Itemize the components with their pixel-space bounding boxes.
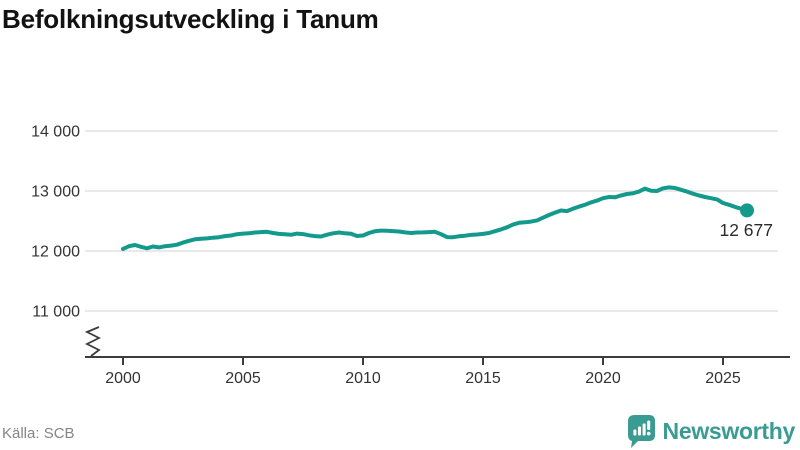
x-tick-label-2005: 2005 [225,370,261,387]
newsworthy-bars-icon [627,415,655,448]
population-series-line [121,185,749,251]
x-tick-label-2015: 2015 [465,370,501,387]
y-tick-label-11000: 11 000 [32,304,80,321]
y-tick-label-13000: 13 000 [31,184,80,201]
x-tick-label-2020: 2020 [585,370,621,387]
source-note: Källa: SCB [2,425,75,442]
x-tick-label-2025: 2025 [705,370,741,387]
y-axis-break-icon [84,326,102,357]
series-end-dot [740,203,754,218]
y-tick-label-14000: 14 000 [31,124,80,141]
page-title: Befolkningsutveckling i Tanum [2,4,379,34]
x-tick-label-2010: 2010 [345,370,381,387]
brand-name: Newsworthy [662,418,796,444]
newsworthy-logo[interactable]: Newsworthy [627,415,796,448]
y-tick-label-12000: 12 000 [31,244,80,261]
end-value-label: 12 677 [719,220,773,240]
x-tick-label-2000: 2000 [105,370,141,387]
